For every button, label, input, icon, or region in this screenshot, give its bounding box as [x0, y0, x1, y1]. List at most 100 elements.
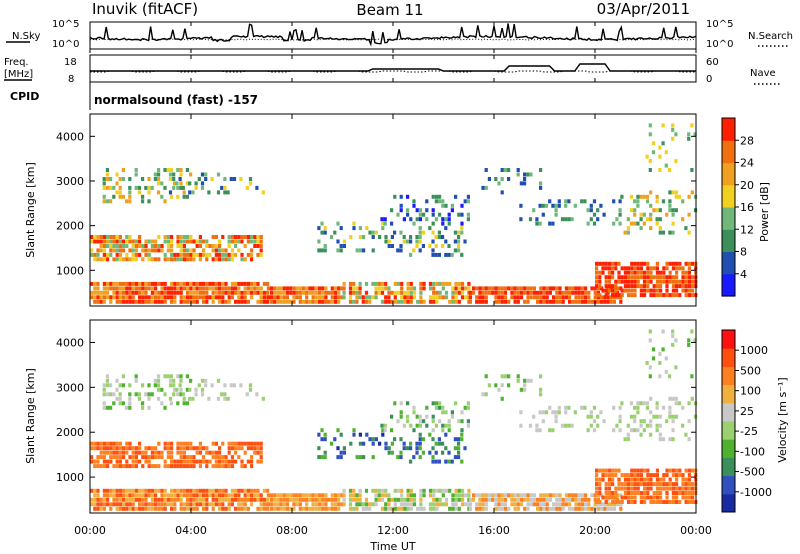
power-cell [330, 286, 334, 291]
velocity-cell [636, 401, 640, 406]
power-cell [406, 299, 410, 304]
power-cell [444, 217, 448, 222]
velocity-cell [460, 410, 464, 415]
power-cell [671, 136, 675, 141]
power-cell [237, 248, 241, 253]
power-cell [649, 275, 653, 280]
power-cell [542, 295, 546, 300]
power-cell [690, 190, 694, 195]
velocity-cell [154, 506, 158, 511]
power-cell [384, 239, 388, 244]
velocity-cell [342, 497, 346, 502]
power-cell [607, 284, 611, 289]
y-tick-label: 2000 [56, 426, 84, 439]
power-cell [179, 290, 183, 295]
power-cell [434, 244, 438, 248]
power-cell [128, 194, 132, 199]
velocity-cell [211, 450, 215, 455]
velocity-cell [529, 378, 533, 383]
velocity-cell [109, 459, 113, 464]
power-cell [240, 235, 244, 239]
power-cell [406, 295, 410, 300]
power-cell [674, 159, 678, 164]
power-cell [380, 299, 385, 304]
velocity-cell [189, 497, 193, 502]
power-cell [500, 190, 504, 195]
velocity-cell [246, 493, 250, 498]
power-cell [336, 239, 340, 244]
power-cell [176, 194, 180, 199]
velocity-cell [93, 464, 97, 469]
power-cell [141, 194, 145, 199]
power-cell [419, 286, 423, 291]
velocity-cell [598, 482, 602, 487]
power-cell [548, 290, 552, 295]
power-cell [138, 295, 142, 300]
power-cell [188, 181, 192, 186]
velocity-cell [220, 392, 224, 397]
power-cell [643, 288, 647, 293]
velocity-cell [144, 488, 148, 493]
power-cell [153, 172, 157, 177]
velocity-cell [195, 502, 199, 507]
power-cell [154, 257, 158, 262]
power-cell [237, 299, 241, 304]
velocity-cell [147, 502, 151, 507]
velocity-cell [612, 497, 616, 502]
power-cell [138, 286, 142, 291]
velocity-cell [211, 502, 215, 507]
velocity-cell [248, 383, 253, 388]
power-cell [387, 290, 391, 295]
power-cell [109, 248, 113, 253]
velocity-cell [324, 506, 328, 511]
velocity-cell [399, 450, 403, 455]
velocity-cell [336, 446, 340, 451]
velocity-cell [568, 493, 572, 498]
power-cell [250, 235, 254, 239]
velocity-cell [604, 495, 608, 500]
velocity-cell [262, 506, 266, 511]
colorbar-segment [722, 384, 735, 404]
velocity-cell [321, 493, 325, 498]
velocity-cell [584, 506, 588, 511]
velocity-cell [453, 446, 457, 451]
power-cell [179, 281, 183, 286]
power-cell [415, 208, 419, 213]
velocity-cell [592, 405, 597, 410]
velocity-cell [324, 502, 328, 507]
velocity-cell [198, 459, 202, 464]
velocity-cell [105, 405, 109, 410]
velocity-cell [358, 493, 362, 498]
velocity-cell [620, 495, 624, 500]
velocity-cell [131, 464, 135, 469]
velocity-cell [256, 441, 260, 446]
power-cell [542, 290, 546, 295]
power-cell [494, 295, 498, 300]
velocity-cell [467, 493, 471, 498]
power-cell [396, 248, 400, 253]
power-cell [595, 279, 599, 284]
velocity-cell [561, 502, 565, 507]
velocity-cell [202, 446, 206, 451]
velocity-cell [166, 441, 170, 446]
velocity-cell [494, 493, 498, 498]
power-cell [279, 299, 283, 304]
power-cell [484, 286, 488, 291]
power-cell [102, 299, 106, 304]
power-cell [580, 286, 584, 291]
power-cell [441, 281, 445, 286]
power-cell [154, 248, 158, 253]
power-cell [687, 270, 691, 275]
velocity-cell [481, 493, 485, 498]
power-cell [122, 281, 126, 286]
power-cell [105, 177, 109, 181]
velocity-cell [383, 428, 387, 433]
power-cell [292, 286, 296, 291]
velocity-cell [223, 392, 227, 397]
power-cell [454, 194, 458, 199]
velocity-cell [96, 502, 100, 507]
velocity-cell [198, 493, 202, 498]
power-cell [195, 252, 199, 257]
velocity-cell [337, 493, 341, 498]
velocity-cell [118, 392, 122, 397]
